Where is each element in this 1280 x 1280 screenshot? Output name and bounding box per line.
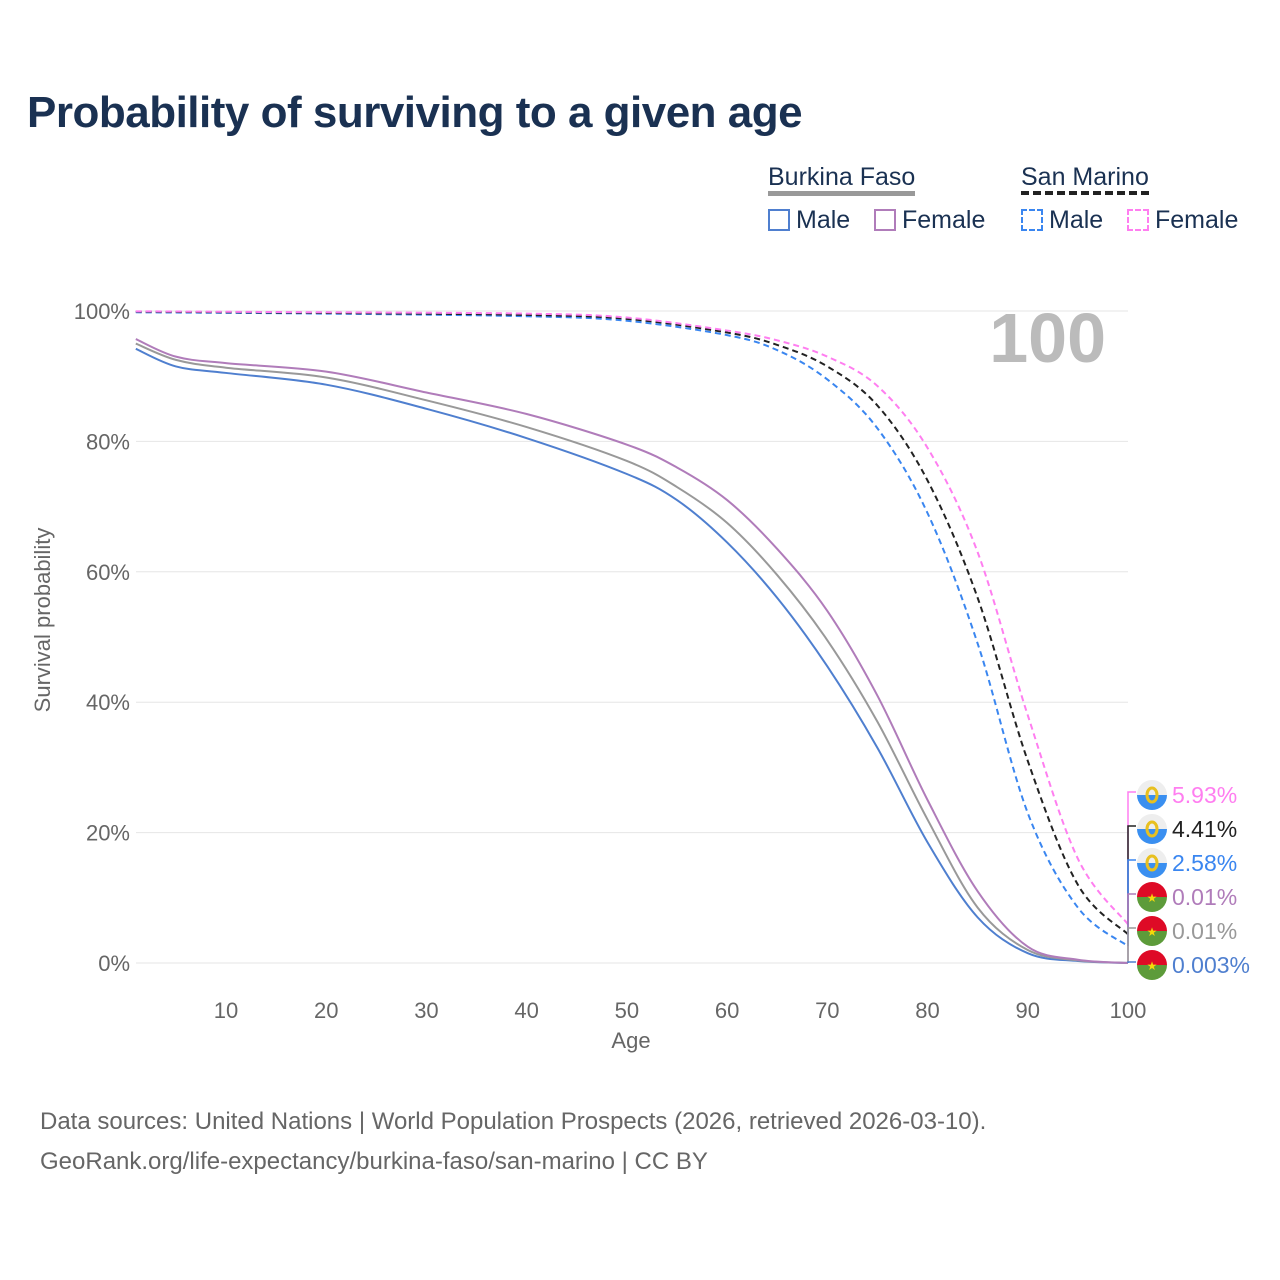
legend-item-sm-female[interactable]: Female bbox=[1127, 206, 1238, 235]
series-line-burkina-faso-female bbox=[135, 338, 1129, 964]
x-tick-label: 30 bbox=[414, 998, 438, 1023]
x-tick-label: 40 bbox=[514, 998, 538, 1023]
y-tick-label: 80% bbox=[86, 429, 130, 454]
x-tick-label: 80 bbox=[915, 998, 939, 1023]
san-marino-flag-icon bbox=[1137, 780, 1167, 810]
end-label-connector bbox=[1127, 791, 1136, 925]
x-tick-label: 20 bbox=[314, 998, 338, 1023]
burkina-faso-flag-icon: ★ bbox=[1137, 950, 1167, 980]
legend-swatch bbox=[874, 209, 896, 231]
series-line-burkina-faso-male bbox=[135, 347, 1129, 964]
x-tick-label: 60 bbox=[715, 998, 739, 1023]
y-tick-label: 0% bbox=[98, 951, 130, 976]
legend-item-bf-female[interactable]: Female bbox=[874, 206, 985, 235]
legend-group-san-marino: San Marino bbox=[1021, 163, 1149, 195]
legend-label: Male bbox=[796, 206, 851, 234]
san-marino-flag-icon bbox=[1137, 848, 1167, 878]
legend-item-sm-male[interactable]: Male bbox=[1021, 206, 1103, 235]
series-line-san-marino-male bbox=[135, 311, 1129, 947]
svg-text:★: ★ bbox=[1147, 959, 1158, 973]
legend-group-burkina-faso: Burkina Faso bbox=[768, 163, 916, 196]
end-label-connector bbox=[1127, 961, 1136, 963]
legend-label: Female bbox=[902, 206, 986, 234]
svg-text:★: ★ bbox=[1147, 925, 1158, 939]
x-tick-label: 10 bbox=[214, 998, 238, 1023]
end-value-label: 2.58% bbox=[1172, 850, 1237, 876]
series-line-san-marino-both bbox=[135, 310, 1129, 935]
y-axis-label: Survival probability bbox=[30, 528, 55, 713]
legend-swatch bbox=[1021, 209, 1043, 231]
x-axis-label: Age bbox=[611, 1028, 650, 1053]
svg-text:★: ★ bbox=[1147, 891, 1158, 905]
y-tick-label: 20% bbox=[86, 821, 130, 846]
end-label-connector bbox=[1127, 859, 1136, 947]
end-value-label: 4.41% bbox=[1172, 816, 1237, 842]
y-tick-label: 40% bbox=[86, 690, 130, 715]
end-label-connector bbox=[1127, 927, 1136, 963]
burkina-faso-flag-icon: ★ bbox=[1137, 916, 1167, 946]
end-value-label: 0.01% bbox=[1172, 884, 1237, 910]
y-tick-label: 60% bbox=[86, 560, 130, 585]
legend-label: Female bbox=[1155, 206, 1239, 234]
x-tick-label: 90 bbox=[1016, 998, 1040, 1023]
end-value-label: 5.93% bbox=[1172, 782, 1237, 808]
series-line-san-marino-female bbox=[135, 310, 1129, 925]
legend-swatch bbox=[768, 209, 790, 231]
age-annotation: 100 bbox=[989, 299, 1106, 377]
x-tick-label: 70 bbox=[815, 998, 839, 1023]
san-marino-flag-icon bbox=[1137, 814, 1167, 844]
series-line-burkina-faso-both bbox=[135, 342, 1129, 964]
end-label-connector bbox=[1127, 825, 1136, 935]
legend-item-bf-male[interactable]: Male bbox=[768, 206, 850, 235]
x-tick-label: 50 bbox=[615, 998, 639, 1023]
burkina-faso-flag-icon: ★ bbox=[1137, 882, 1167, 912]
chart-title: Probability of surviving to a given age bbox=[27, 88, 803, 137]
y-tick-label: 100% bbox=[74, 299, 130, 324]
legend-swatch bbox=[1127, 209, 1149, 231]
end-value-label: 0.01% bbox=[1172, 918, 1237, 944]
end-value-label: 0.003% bbox=[1172, 952, 1250, 978]
legend-label: Male bbox=[1049, 206, 1104, 234]
footer-link[interactable]: GeoRank.org/life-expectancy/burkina-faso… bbox=[40, 1148, 708, 1175]
x-tick-label: 100 bbox=[1110, 998, 1147, 1023]
footer-sources: Data sources: United Nations | World Pop… bbox=[40, 1108, 987, 1135]
